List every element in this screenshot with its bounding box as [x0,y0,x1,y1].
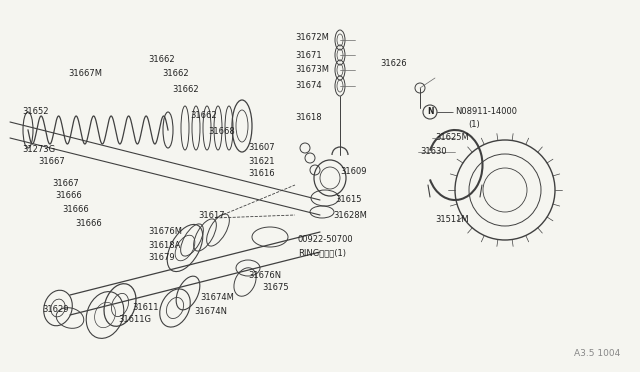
Text: 31676N: 31676N [248,270,281,279]
Text: N08911-14000: N08911-14000 [455,108,517,116]
Text: 31667M: 31667M [68,68,102,77]
Text: 31679: 31679 [148,253,175,263]
Text: 31675: 31675 [262,283,289,292]
Text: 31673M: 31673M [295,65,329,74]
Text: 31662: 31662 [148,55,175,64]
Text: 31630: 31630 [420,148,447,157]
Text: 31629: 31629 [42,305,68,314]
Text: 31625M: 31625M [435,134,468,142]
Text: (1): (1) [468,121,480,129]
Text: 31667: 31667 [38,157,65,167]
Text: 00922-50700: 00922-50700 [298,235,354,244]
Text: 31618A: 31618A [148,241,180,250]
Text: 31666: 31666 [75,219,102,228]
Text: 31676M: 31676M [148,228,182,237]
Text: 31273G: 31273G [22,144,55,154]
Text: 31615: 31615 [335,196,362,205]
Text: 31616: 31616 [248,170,275,179]
Text: 31674M: 31674M [200,294,234,302]
Text: 31617: 31617 [198,211,225,219]
Text: 31667: 31667 [52,179,79,187]
Text: 31607: 31607 [248,144,275,153]
Text: 31626: 31626 [380,58,406,67]
Text: 31618: 31618 [295,113,322,122]
Text: N: N [427,108,433,116]
Text: 31611G: 31611G [118,315,151,324]
Text: 31611: 31611 [132,302,159,311]
Text: 31662: 31662 [162,68,189,77]
Text: 31672M: 31672M [295,33,329,42]
Text: 31662: 31662 [172,86,198,94]
Text: 31609: 31609 [340,167,367,176]
Text: 31662: 31662 [190,110,216,119]
Text: 31668: 31668 [208,128,235,137]
Text: A3.5 1004: A3.5 1004 [573,349,620,358]
Text: 31671: 31671 [295,51,322,60]
Text: 31628M: 31628M [333,211,367,219]
Text: 31666: 31666 [62,205,89,215]
Text: 31674: 31674 [295,81,322,90]
Text: 31666: 31666 [55,192,82,201]
Text: RINGリング(1): RINGリング(1) [298,248,346,257]
Text: 31621: 31621 [248,157,275,166]
Text: 31652: 31652 [22,108,49,116]
Text: 31511M: 31511M [435,215,468,224]
Text: 31674N: 31674N [194,307,227,315]
